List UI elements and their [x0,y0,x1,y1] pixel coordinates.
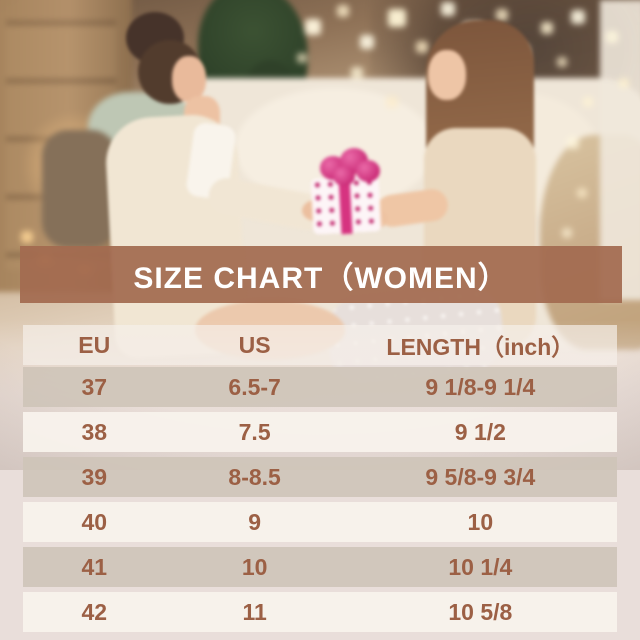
table-cell: 37 [81,373,108,400]
header-cell: LENGTH（inch） [386,334,575,360]
table-cell: 6.5-7 [228,373,281,400]
table-cell: 10 [241,553,268,580]
table-row: 37 6.5-7 9 1/8-9 1/4 [23,367,617,407]
size-table: EU US LENGTH（inch） 37 6.5-7 9 1/8-9 1/4 38 7.5… [23,325,617,637]
table-cell: 9 5/8-9 3/4 [425,463,536,490]
table-cell: 10 1/4 [448,553,513,580]
table-cell: 9 1/2 [454,418,506,445]
header-cell: EU [78,331,111,358]
table-cell: 9 [248,508,262,535]
table-cell: 7.5 [238,418,271,445]
table-cell: 41 [81,553,108,580]
table-cell: 9 1/8-9 1/4 [425,373,536,400]
header-cell: US [238,331,271,358]
table-cell: 39 [81,463,108,490]
table-cell: 11 [242,598,267,625]
table-cell: 38 [81,418,108,445]
gift-bow [356,160,380,182]
table-row: 39 8-8.5 9 5/8-9 3/4 [23,457,617,497]
size-chart-title: SIZE CHART（WOMEN） [133,261,509,295]
left-woman-face [172,56,206,102]
table-cell: 10 [467,508,494,535]
table-cell: 8-8.5 [228,463,281,490]
table-cell: 10 5/8 [448,598,513,625]
table-row: 41 10 10 1/4 [23,547,617,587]
table-row: 38 7.5 9 1/2 [23,412,617,452]
right-woman-face [428,50,466,100]
table-cell: 40 [81,508,108,535]
size-chart-title-band: SIZE CHART（WOMEN） [20,246,622,303]
table-cell: 42 [81,598,108,625]
table-row: 40 9 10 [23,502,617,542]
size-table-header: EU US LENGTH（inch） [23,325,617,365]
gift-bow [333,166,355,186]
couch-armrest [42,130,117,248]
size-table-body: 37 6.5-7 9 1/8-9 1/4 38 7.5 9 1/2 39 8-8.5 9 5/8… [23,367,617,632]
table-row: 42 11 10 5/8 [23,592,617,632]
